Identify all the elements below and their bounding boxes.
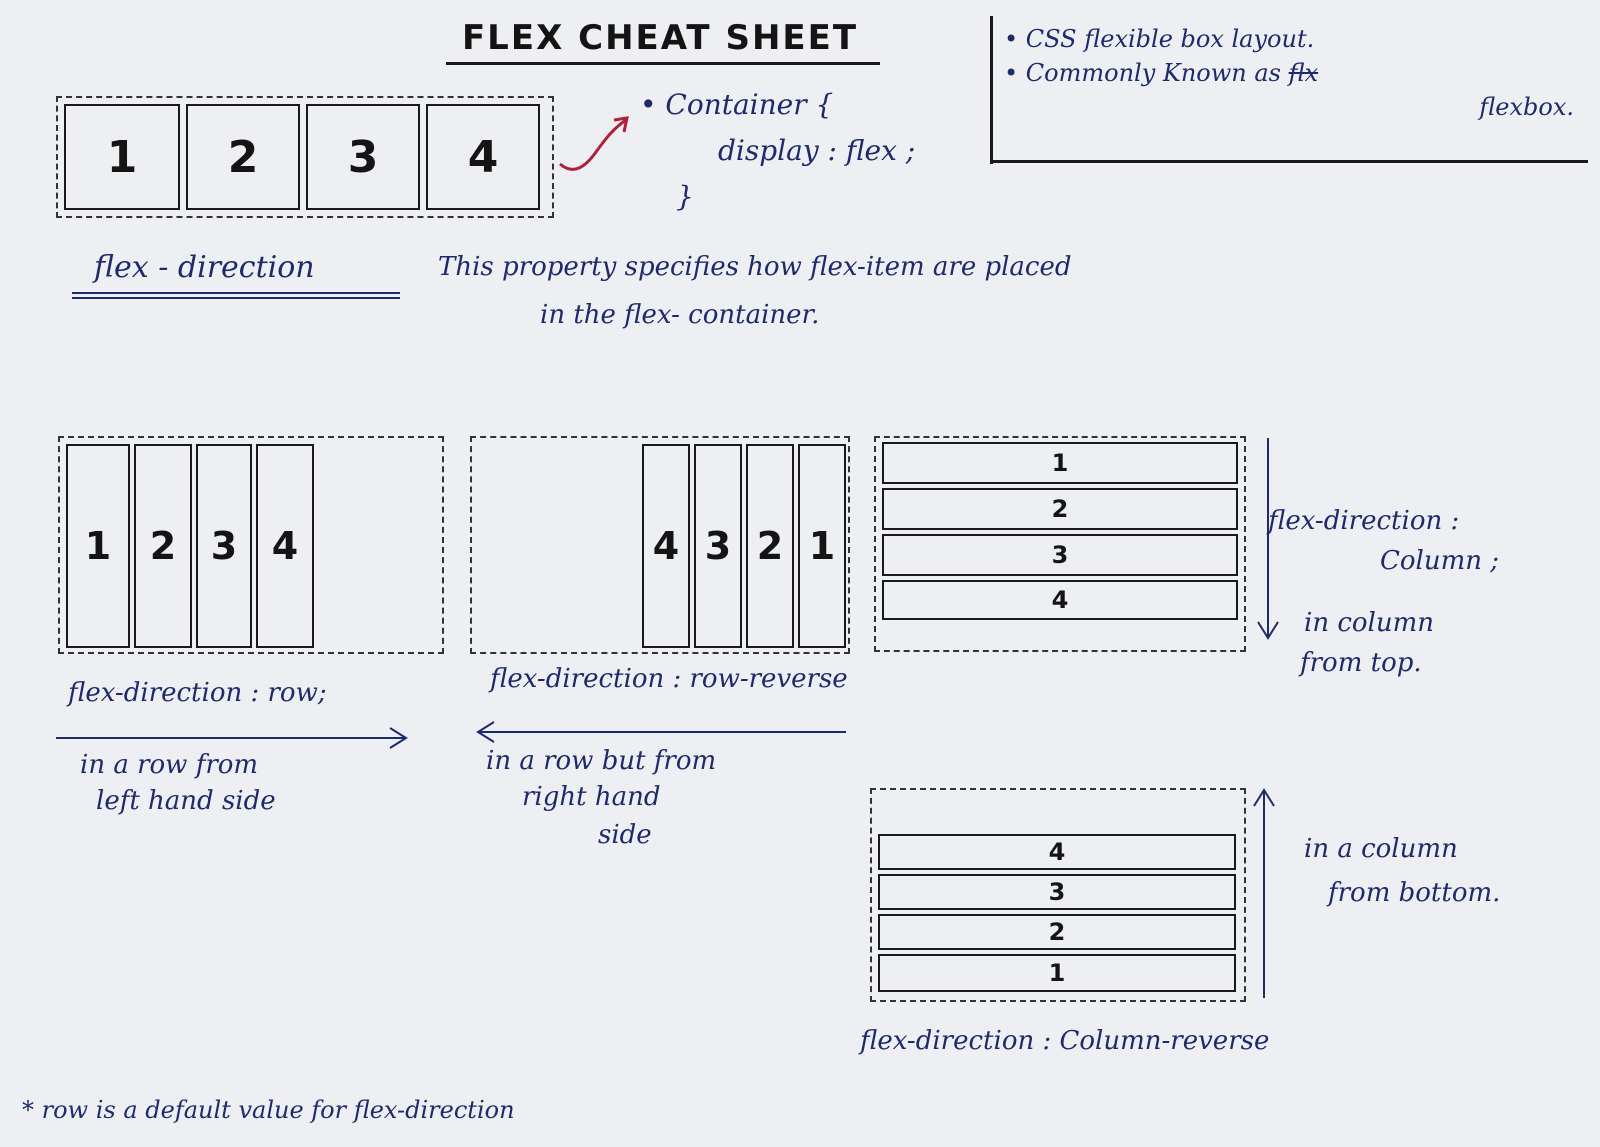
up-arrow-icon: [1253, 788, 1275, 998]
column-label-1: flex-direction :: [1268, 506, 1460, 536]
definition-term: flex - direction: [94, 250, 315, 285]
intro-item: 3: [306, 104, 420, 210]
row-reverse-desc-1: in a row but from: [486, 746, 717, 776]
column-reverse-label: flex-direction : Column-reverse: [860, 1026, 1270, 1056]
row-reverse-item: 3: [694, 444, 742, 648]
definition-text-1: This property specifies how flex-item ar…: [438, 252, 1072, 282]
row-reverse-item: 2: [746, 444, 794, 648]
page-title: FLEX CHEAT SHEET: [461, 18, 859, 58]
row-reverse-flex-container: 4 3 2 1: [470, 436, 850, 654]
definition-text-2: in the flex- container.: [540, 300, 820, 330]
left-arrow-icon: [476, 721, 846, 743]
column-reverse-item: 1: [878, 954, 1236, 992]
column-label-2: Column ;: [1380, 546, 1500, 576]
column-reverse-item: 4: [878, 834, 1236, 870]
container-code-line-3: }: [676, 180, 694, 213]
definition-term-underline-2: [72, 297, 400, 299]
row-reverse-desc-3: side: [598, 820, 652, 850]
info-box-border-bottom: [990, 160, 1588, 163]
column-reverse-item: 2: [878, 914, 1236, 950]
down-arrow-icon: [1257, 438, 1279, 640]
info-box: • CSS flexible box layout. • Commonly Kn…: [1004, 22, 1590, 124]
column-reverse-flex-container: 4 3 2 1: [870, 788, 1246, 1002]
row-item: 1: [66, 444, 130, 648]
row-desc-2: left hand side: [96, 786, 276, 816]
row-item: 3: [196, 444, 252, 648]
row-flex-container: 1 2 3 4: [58, 436, 444, 654]
info-line-1: • CSS flexible box layout.: [1004, 25, 1315, 53]
column-item: 4: [882, 580, 1238, 620]
intro-item: 2: [186, 104, 300, 210]
column-reverse-item: 3: [878, 874, 1236, 910]
intro-item: 4: [426, 104, 540, 210]
definition-term-underline-1: [72, 292, 400, 294]
column-item: 1: [882, 442, 1238, 484]
column-desc-1: in column: [1304, 608, 1434, 638]
row-reverse-item: 1: [798, 444, 846, 648]
struck-word: flx: [1288, 59, 1319, 87]
info-line-2: • Commonly Known as flx: [1004, 59, 1319, 87]
intro-item: 1: [64, 104, 180, 210]
column-flex-container: 1 2 3 4: [874, 436, 1246, 652]
column-reverse-desc-1: in a column: [1304, 834, 1458, 864]
row-reverse-desc-2: right hand: [522, 782, 661, 812]
row-reverse-label: flex-direction : row-reverse: [490, 664, 848, 694]
column-item: 2: [882, 488, 1238, 530]
column-desc-2: from top.: [1300, 648, 1422, 678]
footnote: * row is a default value for flex-direct…: [22, 1096, 515, 1124]
info-box-border-left: [990, 16, 993, 164]
row-desc-1: in a row from: [80, 750, 259, 780]
row-item: 2: [134, 444, 192, 648]
column-item: 3: [882, 534, 1238, 576]
row-item: 4: [256, 444, 314, 648]
container-code-line-1: • Container {: [640, 88, 834, 121]
row-reverse-item: 4: [642, 444, 690, 648]
column-reverse-desc-2: from bottom.: [1328, 878, 1501, 908]
title-underline: [446, 62, 880, 65]
pointer-arrow-icon: [559, 116, 629, 171]
intro-flex-container: 1 2 3 4: [56, 96, 554, 218]
info-line-3: flexbox.: [1479, 93, 1574, 121]
row-label: flex-direction : row;: [68, 678, 327, 708]
container-code-line-2: display : flex ;: [718, 134, 916, 167]
right-arrow-icon: [56, 727, 408, 749]
